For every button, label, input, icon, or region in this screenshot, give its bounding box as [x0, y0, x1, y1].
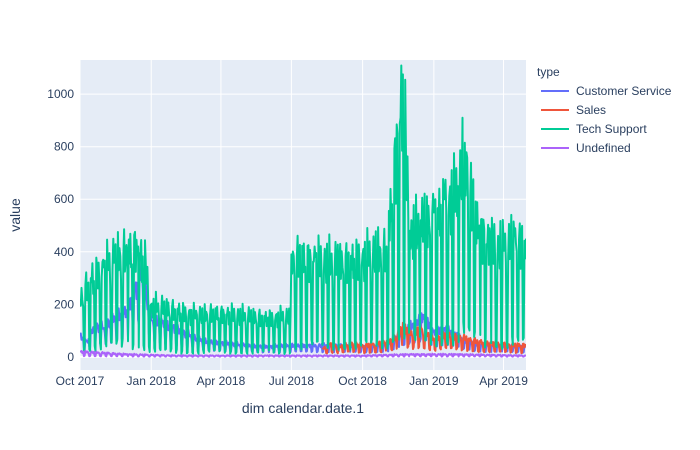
legend-title: type [537, 65, 560, 79]
x-axis-title: dim calendar.date.1 [242, 400, 364, 416]
legend-item-undefined[interactable]: Undefined [541, 141, 631, 155]
legend-label: Undefined [576, 141, 631, 155]
legend-item-tech-support[interactable]: Tech Support [541, 122, 647, 136]
x-tick-label: Apr 2019 [479, 374, 528, 388]
x-tick-label: Jul 2018 [269, 374, 315, 388]
x-tick-label: Jan 2018 [127, 374, 177, 388]
series-layer [80, 64, 526, 358]
y-axis-ticks: 0 200 400 600 800 1000 [47, 87, 74, 364]
series-line-tech-support[interactable] [80, 64, 526, 355]
y-tick-label: 200 [54, 297, 74, 311]
legend-label: Tech Support [576, 122, 647, 136]
y-tick-label: 1000 [47, 87, 74, 101]
x-tick-label: Jan 2019 [409, 374, 459, 388]
x-axis-ticks: Oct 2017 Jan 2018 Apr 2018 Jul 2018 Oct 2018… [56, 374, 529, 388]
legend[interactable]: type Customer Service Sales Tech Support Un… [537, 65, 672, 155]
y-tick-label: 400 [54, 245, 74, 259]
x-tick-label: Oct 2017 [56, 374, 105, 388]
legend-item-sales[interactable]: Sales [541, 103, 606, 117]
y-tick-label: 800 [54, 140, 74, 154]
x-tick-label: Apr 2018 [197, 374, 246, 388]
legend-item-customer-service[interactable]: Customer Service [541, 84, 672, 98]
legend-label: Sales [576, 103, 606, 117]
y-axis-title: value [7, 198, 23, 232]
y-tick-label: 0 [67, 350, 74, 364]
legend-label: Customer Service [576, 84, 672, 98]
x-tick-label: Oct 2018 [338, 374, 387, 388]
series-line-undefined[interactable] [80, 349, 526, 358]
y-tick-label: 600 [54, 192, 74, 206]
